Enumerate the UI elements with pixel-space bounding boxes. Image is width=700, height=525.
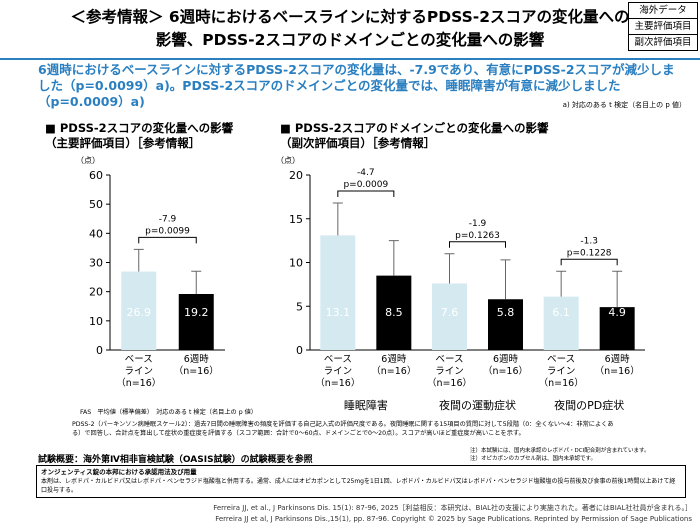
dosage-title: オンジェンティス錠の本邦における承認用法及び用量 xyxy=(41,468,197,476)
chart-title: ■ PDSS-2スコアのドメインごとの変化量への影響（副次評価項目）［参考情報］ xyxy=(280,121,549,150)
y-tick-label: 15 xyxy=(289,213,303,226)
note: a) 対応のある t 検定（名目上の p 値） xyxy=(562,101,686,109)
group-label: 睡眠障害 xyxy=(344,398,388,412)
y-tick-label: 20 xyxy=(89,286,103,299)
bar xyxy=(121,271,157,350)
y-tick-label: 5 xyxy=(296,300,303,313)
value-label: 4.9 xyxy=(608,306,626,319)
citations: Ferreira JJ, et al., J Parkinsons Dis. 1… xyxy=(213,503,692,525)
value-label: 19.2 xyxy=(184,306,209,319)
y-tick-label: 60 xyxy=(89,169,103,182)
divider xyxy=(0,58,700,60)
difference: -1.3 xyxy=(580,236,598,246)
y-tick-label: 20 xyxy=(289,169,303,182)
difference: -4.7 xyxy=(357,168,375,178)
bracket xyxy=(138,236,197,244)
x-tick-label: ベースライン（n=16） xyxy=(315,354,360,389)
x-tick-label: ベースライン（n=16） xyxy=(427,354,472,389)
value-label: 26.9 xyxy=(127,306,152,319)
bar xyxy=(543,296,579,350)
y-tick-label: 0 xyxy=(96,344,103,357)
bar xyxy=(432,283,467,350)
y-tick-label: 30 xyxy=(89,257,103,270)
tag: 海外データ xyxy=(629,3,697,19)
y-tick-label: 50 xyxy=(89,198,103,211)
chart-title: ■ PDSS-2スコアの変化量への影響（主要評価項目）［参考情報］ xyxy=(45,121,234,150)
note-line: 注）オピカポンのカプセル剤は、国内未承認です。 xyxy=(470,456,596,462)
x-tick-label: 6週時（n=16） xyxy=(371,353,416,377)
y-tick-label: 10 xyxy=(289,257,303,270)
notes: 注）本試験には、国内未承認のレボドパ・DCI配合剤が含まれています。 注）オピカ… xyxy=(470,447,690,463)
p-value: p=0.1228 xyxy=(567,248,612,258)
bar xyxy=(178,294,214,350)
summary: 6週時におけるベースラインに対するPDSS-2スコアの変化量は、-7.9であり、… xyxy=(38,62,675,109)
x-tick-label: 6週時（n=16） xyxy=(174,353,219,377)
p-value: p=0.1263 xyxy=(455,231,500,241)
difference: -1.9 xyxy=(469,219,487,229)
bar xyxy=(488,299,523,350)
bar xyxy=(599,307,635,350)
footnote: PDSS-2（パーキンソン病睡眠スケール2）：過去7日間の睡眠障害の頻度を評価す… xyxy=(72,421,614,437)
value-label: 7.6 xyxy=(441,306,459,319)
x-tick-label: ベースライン（n=16） xyxy=(539,354,584,389)
page-title: ＜参考情報＞ 6週時におけるベースラインに対するPDSS-2スコアの変化量への影… xyxy=(70,8,630,49)
x-tick-label: 6週時（n=16） xyxy=(595,353,640,377)
y-tick-label: 10 xyxy=(89,315,103,328)
citation: Ferreira JJ et al, J Parkinsons Dis.,15(… xyxy=(215,515,692,523)
x-tick-label: ベースライン（n=16） xyxy=(116,354,161,389)
tag: 副次評価項目 xyxy=(634,37,692,48)
value-label: 8.5 xyxy=(385,306,403,319)
overview: 試験概要：海外第Ⅳ相非盲検試験（OASIS試験）の試験概要を参照 xyxy=(38,455,313,465)
p-value: p=0.0009 xyxy=(343,180,388,190)
bar xyxy=(320,235,356,350)
p-value: p=0.0099 xyxy=(145,226,190,236)
bracket xyxy=(449,241,506,248)
tag: 主要評価項目 xyxy=(629,19,697,35)
bracket xyxy=(337,190,395,197)
value-label: 5.8 xyxy=(497,306,515,319)
group-label: 夜間のPD症状 xyxy=(554,398,624,412)
difference: -7.9 xyxy=(159,214,177,224)
tags: 海外データ 主要評価項目 副次評価項目 xyxy=(628,2,698,51)
note-line: 注）本試験には、国内未承認のレボドパ・DCI配合剤が含まれています。 xyxy=(470,448,650,454)
y-tick-label: 40 xyxy=(89,227,103,240)
group-label: 夜間の運動症状 xyxy=(439,398,516,412)
x-tick-label: 6週時（n=16） xyxy=(483,353,528,377)
y-unit: （点） xyxy=(276,156,300,165)
citation: Ferreira JJ, et al., J Parkinsons Dis. 1… xyxy=(213,504,692,512)
bar xyxy=(376,275,412,350)
y-unit: （点） xyxy=(76,156,100,165)
bracket xyxy=(560,258,618,266)
dosage-box: オンジェンティス錠の本邦における承認用法及び用量 本剤は、レボドパ・カルビドパ又… xyxy=(36,465,686,498)
dosage-text: 本剤は、レボドパ・カルビドパ又はレボドパ・ベンセラジド塩酸塩と併用する。通常、成… xyxy=(41,478,676,494)
value-label: 13.1 xyxy=(326,306,351,319)
value-label: 6.1 xyxy=(552,306,570,319)
footnote: FAS 平均値（標準偏差） 対応のある t 検定（名目上の p 値） xyxy=(80,409,257,416)
y-tick-label: 0 xyxy=(296,344,303,357)
